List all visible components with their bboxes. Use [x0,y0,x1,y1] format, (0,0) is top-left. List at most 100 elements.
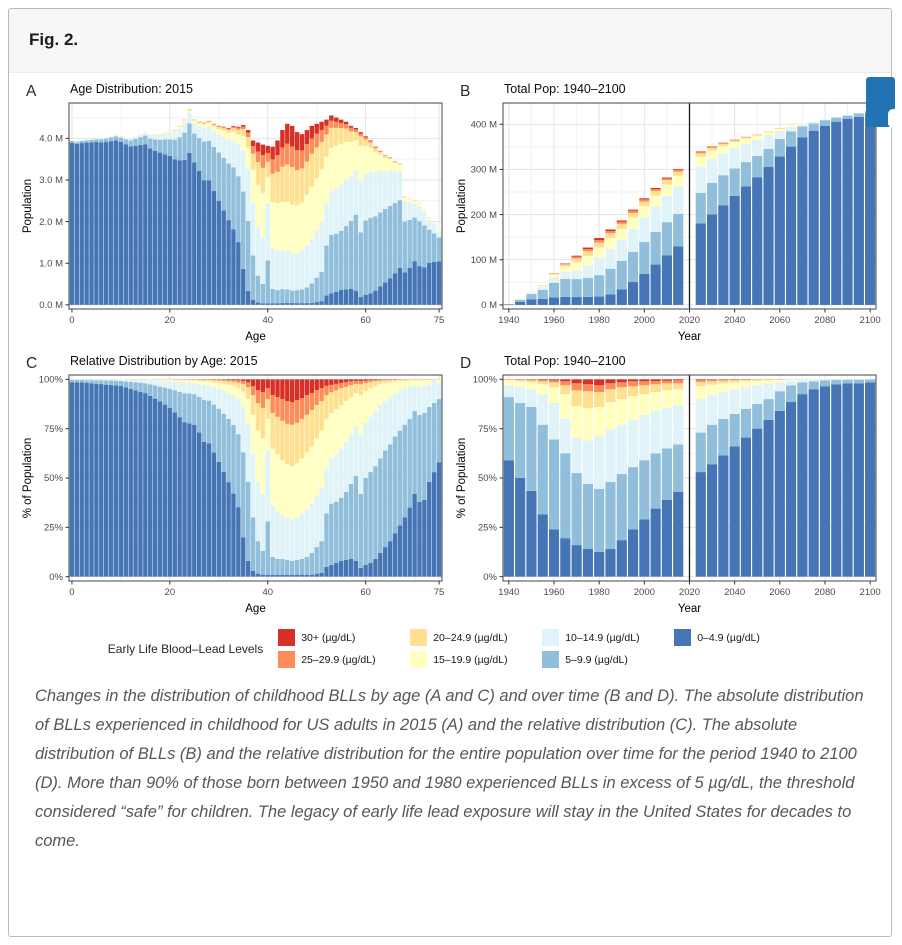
chart-panel-c: 0% 25% 50% 75% 100% 0 20 40 60 75 Relative Distrib… [22,354,445,615]
svg-text:2100: 2100 [860,587,881,598]
svg-text:Age: Age [245,331,265,343]
svg-text:20: 20 [165,315,176,326]
svg-text:0%: 0% [49,572,63,583]
panel-a-letter: A [26,83,37,100]
legend-swatch-icon [542,629,560,646]
svg-text:100%: 100% [473,375,498,386]
svg-text:50%: 50% [44,473,64,484]
panel-c-letter: C [26,355,38,372]
svg-text:1.0 M: 1.0 M [39,258,63,269]
chart-panel-a: 0.0 M 1.0 M 2.0 M 3.0 M 4.0 M 0 20 40 60 75 Age Di… [22,82,444,343]
svg-text:40: 40 [262,315,273,326]
svg-text:2060: 2060 [769,315,790,326]
chart-bars [503,379,876,577]
legend-column: 10–14.9 (µg/dL) 5–9.9 (µg/dL) [542,629,660,668]
svg-text:Year: Year [678,603,701,615]
svg-text:3.0 M: 3.0 M [39,175,63,186]
svg-text:Population: Population [22,179,34,233]
svg-text:2040: 2040 [724,315,745,326]
svg-text:400 M: 400 M [471,119,497,130]
figure-header: Fig. 2. [9,9,891,73]
svg-text:300 M: 300 M [471,165,497,176]
svg-text:100 M: 100 M [471,255,497,266]
svg-text:2000: 2000 [634,587,655,598]
svg-text:Year: Year [678,331,701,343]
svg-text:% of Population: % of Population [22,438,34,519]
legend-title: Early Life Blood–Lead Levels [107,641,264,656]
legend-swatch-icon [542,651,560,668]
legend-entry: 10–14.9 (µg/dL) [542,629,660,646]
svg-text:1960: 1960 [543,587,564,598]
legend-entry: 30+ (µg/dL) [278,629,396,646]
legend-entry-label: 5–9.9 (µg/dL) [565,653,628,666]
chart-panel-d: 0% 25% 50% 75% 100% 1940 1960 1980 2000 2020 2040 2… [456,354,881,615]
figure-container: Fig. 2. A 0.0 M 1.0 M 2.0 M 3.0 M 4.0 M 0 20 40… [8,8,892,937]
panel-d-letter: D [460,355,472,372]
chart-bars [503,110,876,305]
axes: 0 M 100 M 200 M 300 M 400 M 1940 1960 1980 2000 2… [471,119,881,326]
figure-caption: Changes in the distribution of childhood… [35,687,864,851]
legend-entry-label: 30+ (µg/dL) [301,631,356,644]
legend-entry: 15–19.9 (µg/dL) [410,651,528,668]
legend-entry: 5–9.9 (µg/dL) [542,651,660,668]
legend-entry: 0–4.9 (µg/dL) [674,629,792,646]
svg-text:2020: 2020 [679,587,700,598]
panel-b: B 0 M 100 M 200 M 300 M 400 M 1940 1960 1980 200… [453,79,883,349]
legend-entries: 30+ (µg/dL) 25–29.9 (µg/dL) 20–24.9 (µg/dL… [278,629,792,668]
legend-entry: 20–24.9 (µg/dL) [410,629,528,646]
axes: 0.0 M 1.0 M 2.0 M 3.0 M 4.0 M 0 20 40 60 75 [39,134,444,326]
panel-c: C 0% 25% 50% 75% 100% 0 20 40 60 75 Relative Distr… [19,351,449,621]
axes: 0% 25% 50% 75% 100% 0 20 40 60 75 [39,375,445,598]
svg-text:1940: 1940 [498,587,519,598]
chart-bars [69,379,442,577]
svg-text:Age Distribution: 2015: Age Distribution: 2015 [70,82,193,96]
legend-entry-label: 0–4.9 (µg/dL) [697,631,760,644]
svg-text:Relative Distribution by Age:: Relative Distribution by Age: 2015 [70,354,258,368]
svg-text:2080: 2080 [814,587,835,598]
svg-text:Population: Population [456,179,468,233]
legend-entry: 25–29.9 (µg/dL) [278,651,396,668]
svg-text:2.0 M: 2.0 M [39,217,63,228]
svg-text:1980: 1980 [589,315,610,326]
chart-panel-b: 0 M 100 M 200 M 300 M 400 M 1940 1960 1980 2000 2… [456,82,881,343]
svg-text:0 M: 0 M [481,300,497,311]
svg-text:1980: 1980 [589,587,610,598]
panel-a: A 0.0 M 1.0 M 2.0 M 3.0 M 4.0 M 0 20 40 60 75 Age … [19,79,449,349]
chart-bars [69,109,442,305]
svg-text:75%: 75% [44,424,64,435]
svg-text:4.0 M: 4.0 M [39,134,63,145]
legend-column: 0–4.9 (µg/dL) [674,629,792,668]
svg-text:% of Population: % of Population [456,438,468,519]
panel-b-letter: B [460,83,471,100]
svg-text:75%: 75% [478,424,498,435]
legend: Early Life Blood–Lead Levels 30+ (µg/dL)… [9,629,891,668]
svg-text:0%: 0% [483,572,497,583]
floating-action-button-clipped[interactable] [866,77,897,128]
svg-text:1960: 1960 [543,315,564,326]
legend-swatch-icon [674,629,692,646]
legend-swatch-icon [278,629,296,646]
svg-text:2040: 2040 [724,587,745,598]
fab-notch-icon [888,109,897,128]
legend-swatch-icon [410,651,428,668]
svg-text:2020: 2020 [679,315,700,326]
svg-text:20: 20 [165,587,176,598]
panels-grid: A 0.0 M 1.0 M 2.0 M 3.0 M 4.0 M 0 20 40 60 75 Age … [9,73,891,621]
svg-text:100%: 100% [39,375,64,386]
legend-entry-label: 10–14.9 (µg/dL) [565,631,640,644]
axes: 0% 25% 50% 75% 100% 1940 1960 1980 2000 2020 2040 2… [473,375,881,598]
legend-entry-label: 15–19.9 (µg/dL) [433,653,508,666]
svg-text:2080: 2080 [814,315,835,326]
svg-text:Age: Age [245,603,265,615]
svg-text:60: 60 [360,315,371,326]
svg-text:60: 60 [360,587,371,598]
legend-entry-label: 25–29.9 (µg/dL) [301,653,376,666]
svg-text:25%: 25% [478,523,498,534]
svg-text:Total Pop: 1940–2100: Total Pop: 1940–2100 [504,354,626,368]
svg-text:200 M: 200 M [471,210,497,221]
svg-text:75: 75 [434,587,445,598]
svg-text:0.0 M: 0.0 M [39,300,63,311]
svg-text:50%: 50% [478,473,498,484]
svg-text:75: 75 [434,315,445,326]
svg-text:0: 0 [69,315,74,326]
